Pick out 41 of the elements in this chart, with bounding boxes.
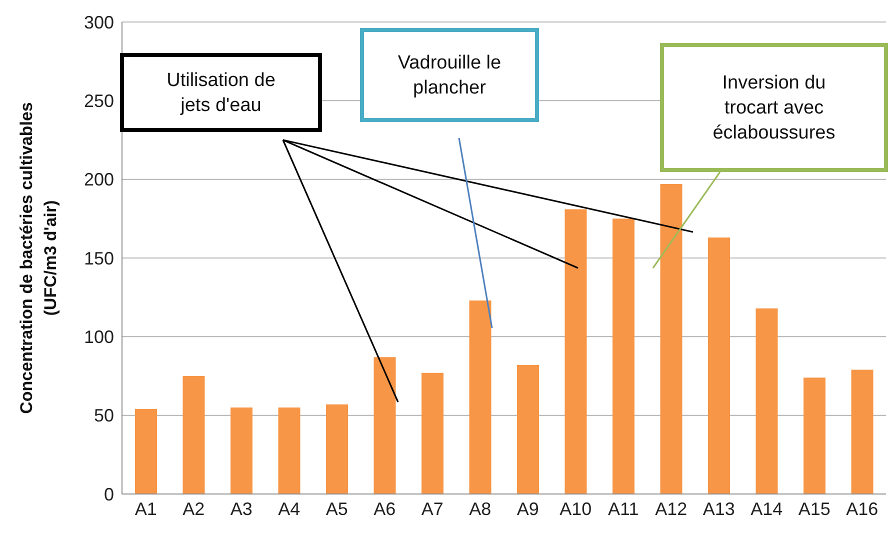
y-tick-label: 0 [104,484,114,504]
y-tick-label: 100 [84,327,114,348]
x-tick-label: A11 [608,498,639,519]
y-tick-label: 250 [84,91,114,112]
annotation: Inversion du trocart avec éclaboussures [712,72,836,144]
y-tick-label: 50 [94,406,114,426]
x-tick-label: A2 [182,498,205,519]
y-tick-label: 150 [84,248,114,268]
bar [612,218,634,494]
x-tick-label: A13 [702,498,735,519]
y-axis-title: Concentration de bactéries cultivables (UFC/m3 d'air) [17,102,60,414]
bar [374,357,396,494]
bar [708,238,730,494]
bar [135,409,157,494]
x-tick-label: A8 [469,498,492,519]
annotation: Vadrouille le plancher [398,52,502,98]
x-tick-label: A5 [326,498,348,519]
x-tick-label: A6 [374,498,396,519]
annotation: Utilisation de jets d'eau [166,70,276,116]
bar [230,407,252,494]
bar [564,209,587,494]
bar [756,308,778,494]
x-tick-label: A14 [750,498,783,519]
x-tick-label: A3 [230,498,252,519]
bar [182,376,205,494]
y-tick-label: 300 [84,12,114,32]
bar [804,378,826,494]
x-tick-label: A15 [798,498,830,519]
x-tick-label: A10 [560,498,592,519]
bar [517,364,539,494]
x-tick-label: A4 [278,498,300,519]
x-tick-label: A16 [846,498,878,519]
y-tick-label: 200 [84,170,114,190]
bar [278,407,300,494]
bar [422,372,444,494]
x-tick-label: A12 [655,498,688,519]
x-tick-label: A9 [516,498,539,519]
bar [326,404,348,494]
x-tick-label: A1 [134,498,157,519]
bar [851,370,874,494]
x-tick-label: A7 [421,498,444,519]
